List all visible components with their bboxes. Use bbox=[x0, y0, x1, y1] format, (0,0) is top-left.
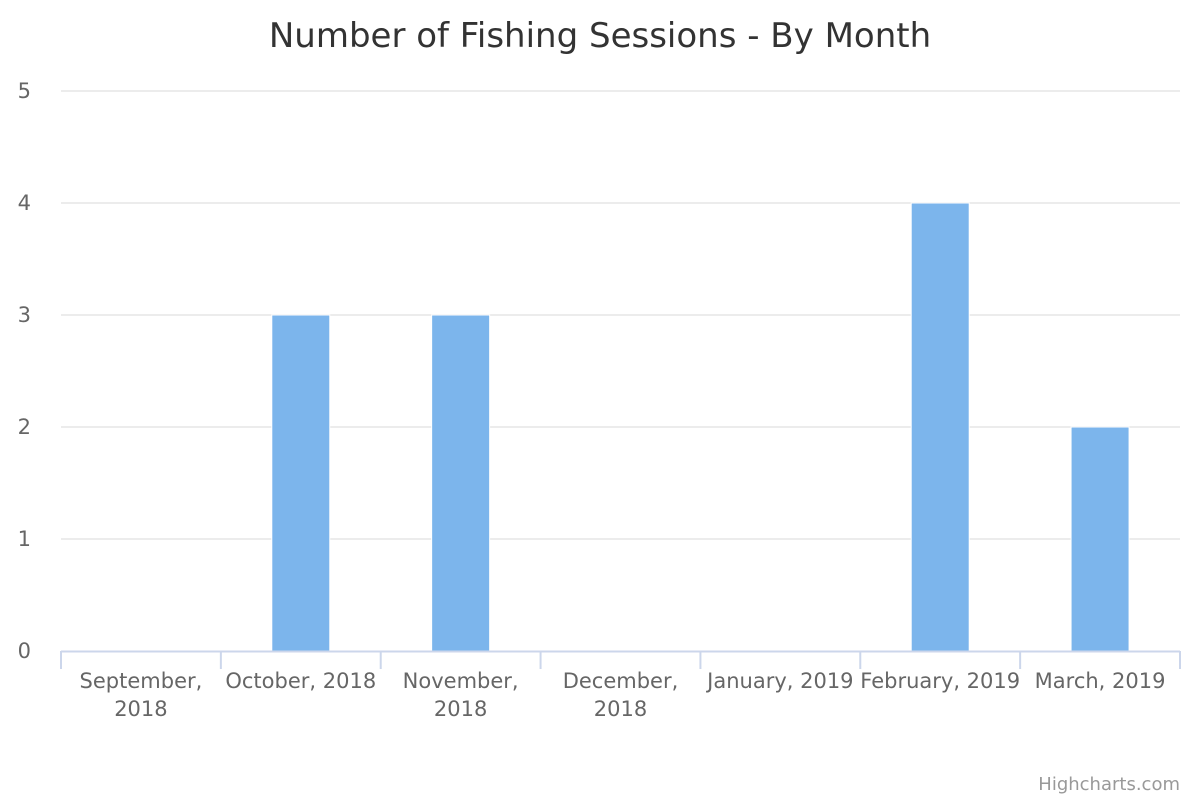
x-tick-label-line: 2018 bbox=[114, 697, 167, 721]
y-tick-label: 4 bbox=[18, 191, 31, 215]
bar[interactable] bbox=[1070, 426, 1130, 652]
x-tick-label-line: March, 2019 bbox=[1035, 669, 1166, 693]
bar[interactable] bbox=[431, 314, 491, 652]
x-tick-label-line: November, bbox=[403, 669, 519, 693]
x-tick-label-line: 2018 bbox=[434, 697, 487, 721]
grid-lines bbox=[61, 90, 1180, 540]
x-tick-label-line: October, 2018 bbox=[225, 669, 376, 693]
bar[interactable] bbox=[271, 314, 331, 652]
x-tick-label-line: September, bbox=[80, 669, 203, 693]
chart-title: Number of Fishing Sessions - By Month bbox=[269, 16, 931, 56]
x-tick-label: October, 2018 bbox=[225, 669, 376, 693]
x-tick-label-line: February, 2019 bbox=[860, 669, 1020, 693]
y-axis-labels: 0 1 2 3 4 5 bbox=[18, 79, 31, 663]
credits-link[interactable]: Highcharts.com bbox=[1038, 774, 1180, 795]
x-tick-label-line: January, 2019 bbox=[705, 669, 853, 693]
y-tick-label: 3 bbox=[18, 303, 31, 327]
y-tick-label: 1 bbox=[18, 527, 31, 551]
x-axis-labels: September, 2018 October, 2018 November, 2018… bbox=[80, 669, 1166, 721]
x-tick-label-line: 2018 bbox=[594, 697, 647, 721]
x-tick-label: November, 2018 bbox=[403, 669, 519, 721]
bars bbox=[271, 202, 1130, 652]
x-tick-label: September, 2018 bbox=[80, 669, 203, 721]
x-tick-label: March, 2019 bbox=[1035, 669, 1166, 693]
bar[interactable] bbox=[910, 202, 970, 652]
x-tick-label: January, 2019 bbox=[705, 669, 853, 693]
x-tick-label-line: December, bbox=[563, 669, 679, 693]
y-tick-label: 2 bbox=[18, 415, 31, 439]
y-tick-label: 5 bbox=[18, 79, 31, 103]
x-tick-label: December, 2018 bbox=[563, 669, 679, 721]
x-axis bbox=[60, 650, 1181, 669]
y-tick-label: 0 bbox=[18, 639, 31, 663]
x-tick-label: February, 2019 bbox=[860, 669, 1020, 693]
